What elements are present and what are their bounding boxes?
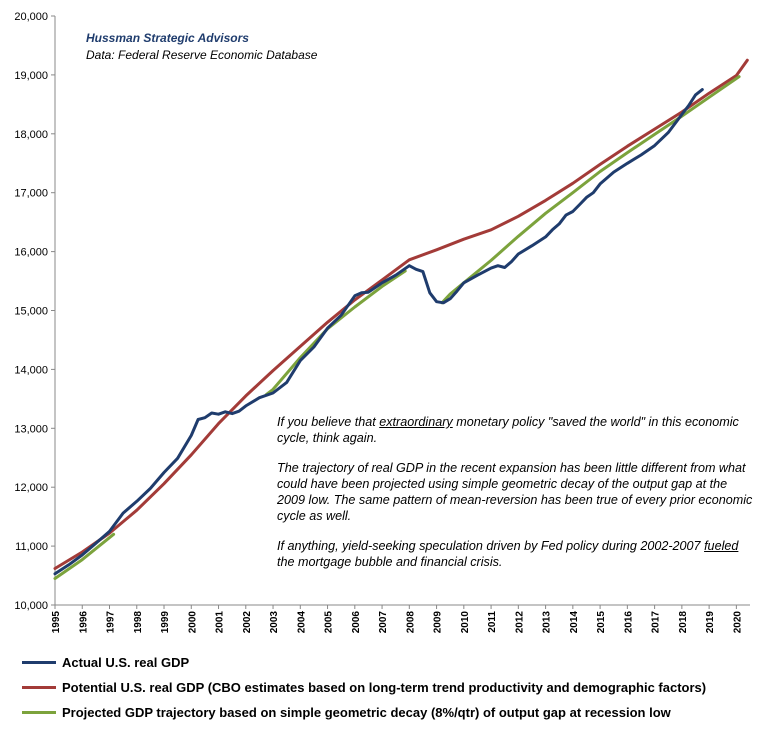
- legend-item-projected-gdp: Projected GDP trajectory based on simple…: [22, 700, 762, 725]
- x-tick-label: 2004: [296, 611, 307, 634]
- x-tick-label: 2002: [242, 611, 253, 634]
- y-tick-label: 19,000: [14, 70, 48, 82]
- x-tick-label: 2019: [705, 611, 716, 634]
- x-tick-label: 2014: [569, 611, 580, 634]
- y-tick-label: 12,000: [14, 482, 48, 494]
- x-tick-label: 2010: [460, 611, 471, 634]
- legend-item-actual-gdp: Actual U.S. real GDP: [22, 650, 762, 675]
- x-tick-label: 1995: [51, 611, 62, 634]
- legend-item-potential-gdp: Potential U.S. real GDP (CBO estimates b…: [22, 675, 762, 700]
- x-tick-label: 2017: [651, 611, 662, 634]
- legend-label-potential: Potential U.S. real GDP (CBO estimates b…: [62, 680, 707, 695]
- y-axis-ticks: 10,000 11,000 12,000 13,000 14,000 15,000 16,0…: [14, 11, 55, 612]
- legend-swatch-actual: [22, 661, 56, 664]
- legend-label-actual: Actual U.S. real GDP: [62, 655, 190, 670]
- x-tick-label: 1997: [106, 611, 117, 634]
- annotation-box: If you believe that extraordinary moneta…: [277, 414, 757, 584]
- y-tick-label: 11,000: [15, 541, 48, 553]
- series-projected-gdp-segment-1: [53, 532, 116, 580]
- y-tick-label: 13,000: [14, 423, 48, 435]
- series-actual-gdp: [53, 88, 704, 576]
- source-data-note: Data: Federal Reserve Economic Database: [86, 48, 318, 62]
- x-tick-label: 2012: [514, 611, 525, 634]
- annotation-paragraph-1: If you believe that extraordinary moneta…: [277, 415, 739, 445]
- x-tick-label: 2009: [433, 611, 444, 634]
- x-tick-label: 2008: [405, 611, 416, 634]
- x-tick-label: 1999: [160, 611, 171, 634]
- y-tick-label: 16,000: [14, 247, 48, 259]
- x-tick-label: 1998: [133, 611, 144, 634]
- y-tick-label: 20,000: [14, 11, 48, 23]
- source-title: Hussman Strategic Advisors: [86, 31, 249, 45]
- series-lines: [53, 58, 749, 580]
- x-axis-ticks: 1995 1996 1997 1998 1999 2000 2001 2002 2003 2004…: [51, 605, 743, 633]
- y-tick-label: 10,000: [14, 600, 48, 612]
- y-tick-label: 18,000: [14, 129, 48, 141]
- x-tick-label: 2006: [351, 611, 362, 634]
- x-tick-label: 2005: [324, 611, 335, 634]
- legend-swatch-potential: [22, 686, 56, 689]
- x-tick-label: 1996: [78, 611, 89, 634]
- x-tick-label: 2015: [596, 611, 607, 634]
- annotation-paragraph-3: If anything, yield-seeking speculation d…: [277, 539, 739, 569]
- x-tick-label: 2001: [215, 611, 226, 634]
- y-tick-label: 17,000: [14, 188, 48, 200]
- x-tick-label: 2020: [732, 611, 743, 634]
- x-tick-label: 2007: [378, 611, 389, 634]
- x-tick-label: 2018: [678, 611, 689, 634]
- y-tick-label: 14,000: [14, 364, 48, 376]
- x-tick-label: 2003: [269, 611, 280, 634]
- y-tick-label: 15,000: [14, 306, 48, 318]
- legend-swatch-projected: [22, 711, 56, 714]
- legend-label-projected: Projected GDP trajectory based on simple…: [62, 705, 671, 720]
- legend: Actual U.S. real GDP Potential U.S. real…: [22, 650, 762, 725]
- x-tick-label: 2000: [187, 611, 198, 634]
- x-tick-label: 2016: [623, 611, 634, 634]
- x-tick-label: 2013: [542, 611, 553, 634]
- annotation-paragraph-2: The trajectory of real GDP in the recent…: [277, 461, 753, 523]
- series-potential-gdp: [53, 58, 749, 570]
- x-tick-label: 2011: [487, 611, 498, 633]
